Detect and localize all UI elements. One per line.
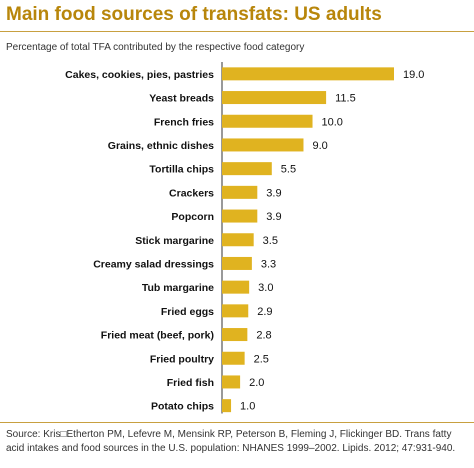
- bar: [222, 351, 245, 365]
- category-label: French fries: [154, 116, 214, 128]
- category-label: Tub margarine: [142, 282, 214, 294]
- value-label: 3.9: [266, 187, 281, 199]
- value-label: 2.5: [254, 353, 269, 365]
- value-label: 5.5: [281, 164, 296, 176]
- bar: [222, 114, 313, 128]
- source-note: Source: Kris□Etherton PM, Lefevre M, Men…: [6, 429, 456, 454]
- value-label: 11.5: [335, 93, 356, 105]
- bar: [222, 280, 250, 294]
- category-label: Popcorn: [171, 211, 214, 223]
- category-label: Fried meat (beef, pork): [101, 330, 214, 342]
- value-label: 3.9: [266, 211, 281, 223]
- category-label: Stick margarine: [135, 235, 214, 247]
- bar: [222, 162, 272, 176]
- bars-group: Cakes, cookies, pies, pastries 19.0 Yeast …: [65, 67, 424, 413]
- bar-chart: Cakes, cookies, pies, pastries 19.0 Yeast …: [65, 62, 424, 414]
- bar: [222, 256, 252, 270]
- source-divider: [0, 422, 474, 423]
- category-label: Fried poultry: [150, 353, 214, 365]
- value-label: 3.3: [261, 258, 276, 270]
- category-label: Fried eggs: [161, 306, 214, 318]
- value-label: 2.9: [257, 306, 272, 318]
- category-label: Grains, ethnic dishes: [108, 140, 214, 152]
- value-label: 2.0: [249, 377, 264, 389]
- title-divider: [0, 31, 474, 32]
- category-label: Yeast breads: [149, 93, 214, 105]
- bar: [222, 185, 258, 199]
- value-label: 3.5: [263, 235, 278, 247]
- bar: [222, 328, 248, 342]
- value-label: 19.0: [403, 69, 424, 81]
- bar: [222, 138, 304, 152]
- bar: [222, 67, 394, 81]
- value-label: 3.0: [258, 282, 273, 294]
- category-label: Tortilla chips: [149, 164, 214, 176]
- bar: [222, 304, 249, 318]
- bar: [222, 91, 327, 105]
- bar: [222, 233, 254, 247]
- bar: [222, 375, 241, 389]
- bar: [222, 209, 258, 223]
- category-label: Creamy salad dressings: [93, 258, 214, 270]
- category-label: Crackers: [169, 187, 214, 199]
- value-label: 2.8: [256, 330, 271, 342]
- bar: [222, 399, 232, 413]
- value-label: 9.0: [312, 140, 327, 152]
- category-label: Fried fish: [167, 377, 214, 389]
- chart-title: Main food sources of transfats: US adult…: [6, 4, 382, 25]
- category-label: Cakes, cookies, pies, pastries: [65, 69, 214, 81]
- chart-subtitle: Percentage of total TFA contributed by t…: [6, 42, 305, 53]
- value-label: 1.0: [240, 401, 255, 413]
- category-label: Potato chips: [151, 401, 214, 413]
- value-label: 10.0: [322, 116, 343, 128]
